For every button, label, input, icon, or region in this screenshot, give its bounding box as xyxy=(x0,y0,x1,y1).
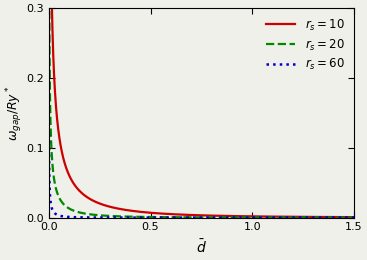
$r_s = 10$ xyxy=(164,212,168,215)
$r_s = 60$ xyxy=(47,133,51,136)
$r_s = 60$ xyxy=(164,216,168,219)
$r_s = 20$ xyxy=(346,216,350,219)
$r_s = 60$ xyxy=(313,216,317,219)
$r_s = 10$ xyxy=(100,203,104,206)
$r_s = 10$ xyxy=(81,193,86,196)
Line: $r_s = 10$: $r_s = 10$ xyxy=(49,0,354,217)
$r_s = 20$ xyxy=(81,212,86,215)
X-axis label: $\bar{d}$: $\bar{d}$ xyxy=(196,238,207,256)
$r_s = 60$ xyxy=(346,216,350,219)
$r_s = 60$ xyxy=(100,216,104,219)
Line: $r_s = 20$: $r_s = 20$ xyxy=(49,0,354,218)
$r_s = 10$ xyxy=(346,216,350,219)
Line: $r_s = 60$: $r_s = 60$ xyxy=(49,135,354,218)
$r_s = 20$ xyxy=(313,216,317,219)
$r_s = 60$ xyxy=(81,216,86,219)
$r_s = 20$ xyxy=(164,216,168,219)
$r_s = 60$ xyxy=(177,216,181,219)
$r_s = 10$ xyxy=(352,216,356,219)
$r_s = 10$ xyxy=(177,213,181,216)
$r_s = 10$ xyxy=(313,215,317,218)
$r_s = 20$ xyxy=(177,216,181,219)
Y-axis label: $\omega_{gap}/Ry^*$: $\omega_{gap}/Ry^*$ xyxy=(4,85,25,141)
Legend: $r_s = 10$, $r_s = 20$, $r_s = 60$: $r_s = 10$, $r_s = 20$, $r_s = 60$ xyxy=(262,14,348,76)
$r_s = 20$ xyxy=(100,214,104,217)
$r_s = 60$ xyxy=(352,216,356,219)
$r_s = 20$ xyxy=(352,216,356,219)
